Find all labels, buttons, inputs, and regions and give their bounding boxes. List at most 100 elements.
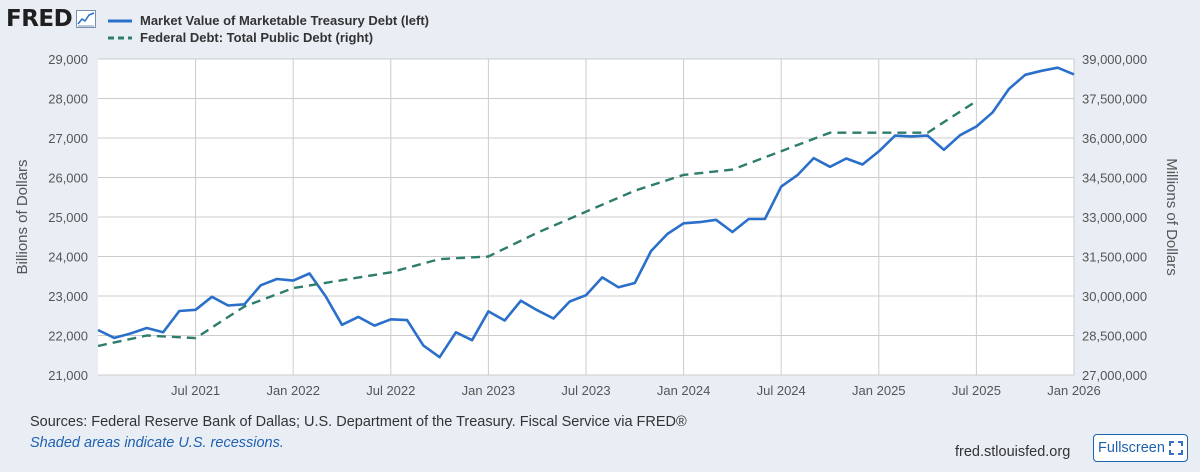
x-tick-label: Jul 2023	[561, 383, 610, 398]
data-point-market-value[interactable]	[893, 133, 898, 138]
data-point-market-value[interactable]	[340, 322, 345, 327]
data-point-market-value[interactable]	[551, 316, 556, 321]
data-point-market-value[interactable]	[616, 285, 621, 290]
data-point-federal-debt[interactable]	[828, 130, 833, 135]
legend-item-market-value[interactable]: Market Value of Marketable Treasury Debt…	[108, 12, 429, 29]
data-point-federal-debt[interactable]	[144, 333, 149, 338]
data-point-market-value[interactable]	[226, 303, 231, 308]
series-line-market-value[interactable]	[97, 66, 1075, 359]
data-point-federal-debt[interactable]	[242, 304, 247, 309]
data-point-market-value[interactable]	[112, 335, 117, 340]
data-point-federal-debt[interactable]	[974, 99, 979, 104]
legend-label-federal-debt: Federal Debt: Total Public Debt (right)	[140, 30, 374, 45]
data-point-market-value[interactable]	[876, 149, 881, 154]
data-point-market-value[interactable]	[941, 147, 946, 152]
data-point-market-value[interactable]	[437, 355, 442, 360]
right-tick-label: 34,500,000	[1082, 171, 1147, 186]
data-point-federal-debt[interactable]	[681, 172, 686, 177]
data-point-market-value[interactable]	[958, 133, 963, 138]
data-point-federal-debt[interactable]	[96, 344, 101, 349]
sources-text: Sources: Federal Reserve Bank of Dallas;…	[30, 414, 687, 430]
series-line-federal-debt[interactable]	[97, 100, 978, 348]
fred-url-link[interactable]: fred.stlouisfed.org	[955, 444, 1071, 460]
x-tick-label: Jul 2025	[952, 383, 1001, 398]
right-axis-title: Millions of Dollars	[1163, 158, 1180, 276]
data-point-federal-debt[interactable]	[388, 270, 393, 275]
data-point-market-value[interactable]	[96, 327, 101, 332]
data-point-market-value[interactable]	[486, 309, 491, 314]
fullscreen-button[interactable]: Fullscreen	[1093, 434, 1188, 462]
data-point-market-value[interactable]	[323, 294, 328, 299]
data-point-market-value[interactable]	[681, 221, 686, 226]
data-point-federal-debt[interactable]	[291, 286, 296, 291]
data-point-market-value[interactable]	[1023, 72, 1028, 77]
data-point-market-value[interactable]	[779, 184, 784, 189]
data-point-federal-debt[interactable]	[730, 167, 735, 172]
data-point-market-value[interactable]	[828, 164, 833, 169]
data-point-market-value[interactable]	[665, 231, 670, 236]
data-point-market-value[interactable]	[161, 330, 166, 335]
data-point-market-value[interactable]	[795, 173, 800, 178]
data-point-market-value[interactable]	[730, 230, 735, 235]
data-point-market-value[interactable]	[177, 309, 182, 314]
data-point-market-value[interactable]	[844, 156, 849, 161]
data-point-market-value[interactable]	[421, 343, 426, 348]
data-point-market-value[interactable]	[649, 248, 654, 253]
data-point-market-value[interactable]	[193, 307, 198, 312]
data-point-market-value[interactable]	[453, 330, 458, 335]
left-tick-label: 29,000	[48, 52, 88, 67]
data-point-market-value[interactable]	[584, 293, 589, 298]
data-point-federal-debt[interactable]	[876, 130, 881, 135]
data-point-market-value[interactable]	[535, 308, 540, 313]
data-point-market-value[interactable]	[258, 283, 263, 288]
data-point-federal-debt[interactable]	[584, 209, 589, 214]
data-point-market-value[interactable]	[291, 278, 296, 283]
data-point-federal-debt[interactable]	[779, 149, 784, 154]
data-point-market-value[interactable]	[518, 298, 523, 303]
data-point-market-value[interactable]	[632, 280, 637, 285]
legend-item-federal-debt[interactable]: Federal Debt: Total Public Debt (right)	[108, 29, 429, 46]
data-point-market-value[interactable]	[470, 338, 475, 343]
data-point-market-value[interactable]	[388, 317, 393, 322]
data-point-market-value[interactable]	[1039, 68, 1044, 73]
data-point-federal-debt[interactable]	[193, 336, 198, 341]
data-point-market-value[interactable]	[372, 323, 377, 328]
data-point-market-value[interactable]	[909, 134, 914, 139]
data-point-market-value[interactable]	[697, 220, 702, 225]
data-point-market-value[interactable]	[502, 318, 507, 323]
data-point-market-value[interactable]	[860, 162, 865, 167]
data-point-market-value[interactable]	[144, 325, 149, 330]
chart-legend: Market Value of Marketable Treasury Debt…	[108, 12, 429, 46]
legend-label-market-value: Market Value of Marketable Treasury Debt…	[140, 13, 429, 28]
data-point-market-value[interactable]	[128, 331, 133, 336]
data-point-federal-debt[interactable]	[535, 230, 540, 235]
data-point-market-value[interactable]	[811, 156, 816, 161]
data-point-market-value[interactable]	[356, 314, 361, 319]
data-point-market-value[interactable]	[1006, 87, 1011, 92]
right-tick-label: 33,000,000	[1082, 210, 1147, 225]
data-point-market-value[interactable]	[990, 110, 995, 115]
data-point-market-value[interactable]	[274, 277, 279, 282]
data-point-federal-debt[interactable]	[340, 278, 345, 283]
data-point-market-value[interactable]	[762, 216, 767, 221]
data-point-market-value[interactable]	[567, 299, 572, 304]
data-point-federal-debt[interactable]	[486, 254, 491, 259]
data-point-federal-debt[interactable]	[437, 257, 442, 262]
data-point-market-value[interactable]	[974, 124, 979, 129]
data-point-market-value[interactable]	[405, 318, 410, 323]
data-point-federal-debt[interactable]	[925, 130, 930, 135]
left-tick-label: 28,000	[48, 92, 88, 107]
x-tick-label: Jul 2022	[366, 383, 415, 398]
data-point-market-value[interactable]	[1072, 72, 1077, 77]
fred-logo[interactable]: FRED	[6, 6, 97, 32]
data-point-market-value[interactable]	[209, 294, 214, 299]
data-point-federal-debt[interactable]	[632, 188, 637, 193]
data-point-market-value[interactable]	[746, 216, 751, 221]
data-point-market-value[interactable]	[600, 275, 605, 280]
x-tick-label: Jan 2022	[266, 383, 320, 398]
data-point-market-value[interactable]	[714, 217, 719, 222]
legend-solid-line-icon	[108, 19, 132, 22]
right-tick-label: 28,500,000	[1082, 329, 1147, 344]
data-point-market-value[interactable]	[307, 271, 312, 276]
data-point-market-value[interactable]	[1055, 65, 1060, 70]
